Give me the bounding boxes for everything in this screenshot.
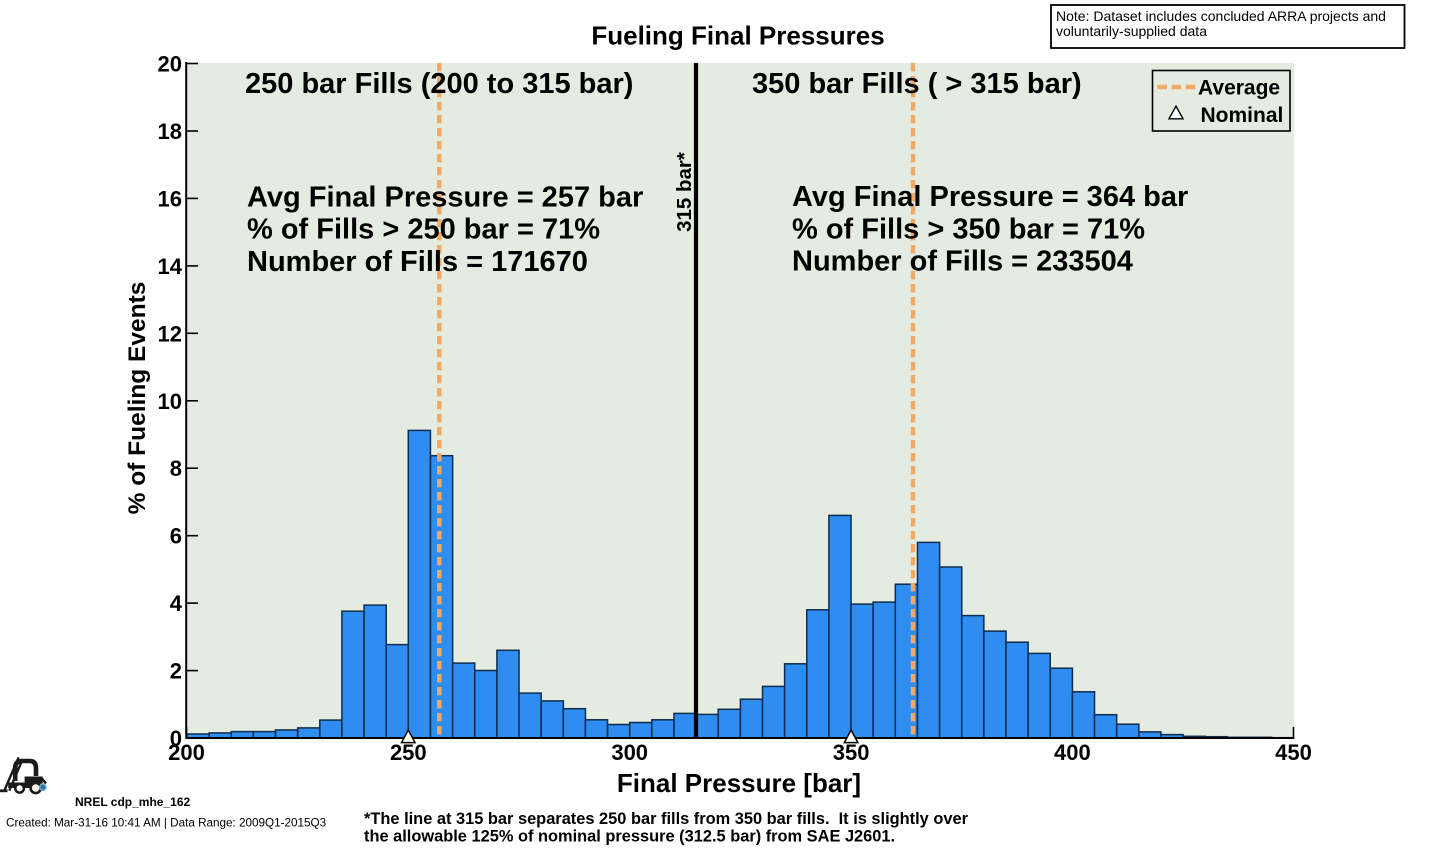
svg-text:450: 450 xyxy=(1275,740,1312,765)
svg-text:Avg Final Pressure = 364 bar: Avg Final Pressure = 364 bar xyxy=(792,181,1188,213)
svg-text:Number of Fills = 233504: Number of Fills = 233504 xyxy=(792,246,1133,278)
svg-text:200: 200 xyxy=(168,740,205,765)
svg-text:300: 300 xyxy=(611,740,648,765)
svg-text:Note: Dataset includes conclud: Note: Dataset includes concluded ARRA pr… xyxy=(1056,8,1386,24)
svg-text:12: 12 xyxy=(158,321,182,346)
svg-text:4: 4 xyxy=(170,591,183,616)
svg-text:Fueling Final Pressures: Fueling Final Pressures xyxy=(591,21,884,51)
svg-text:Number of Fills = 171670: Number of Fills = 171670 xyxy=(247,246,588,278)
svg-text:14: 14 xyxy=(158,254,183,279)
svg-text:250: 250 xyxy=(390,740,427,765)
svg-text:20: 20 xyxy=(158,52,182,77)
svg-text:Average: Average xyxy=(1198,77,1280,100)
svg-text:16: 16 xyxy=(158,186,182,211)
svg-text:% of Fueling Events: % of Fueling Events xyxy=(124,282,151,515)
svg-text:% of Fills > 350 bar = 71%: % of Fills > 350 bar = 71% xyxy=(792,213,1145,245)
svg-text:Avg Final Pressure = 257 bar: Avg Final Pressure = 257 bar xyxy=(247,181,643,213)
svg-text:Created: Mar-31-16 10:41 AM |: Created: Mar-31-16 10:41 AM | Data Range… xyxy=(6,817,326,830)
svg-text:350 bar Fills ( > 315 bar): 350 bar Fills ( > 315 bar) xyxy=(752,68,1082,100)
svg-text:voluntarily-supplied data: voluntarily-supplied data xyxy=(1056,23,1207,39)
svg-text:Nominal: Nominal xyxy=(1201,104,1284,127)
svg-text:8: 8 xyxy=(170,456,182,481)
svg-text:2: 2 xyxy=(170,659,182,684)
svg-text:10: 10 xyxy=(158,389,182,414)
svg-text:18: 18 xyxy=(158,119,182,144)
svg-text:% of Fills > 250 bar = 71%: % of Fills > 250 bar = 71% xyxy=(247,214,600,246)
svg-text:250 bar Fills (200 to 315 bar): 250 bar Fills (200 to 315 bar) xyxy=(245,68,633,100)
svg-text:Final Pressure [bar]: Final Pressure [bar] xyxy=(617,768,861,798)
svg-text:*The line at 315 bar separates: *The line at 315 bar separates 250 bar f… xyxy=(364,810,969,828)
svg-text:315 bar*: 315 bar* xyxy=(673,152,696,232)
svg-text:350: 350 xyxy=(833,740,870,765)
svg-text:400: 400 xyxy=(1054,740,1091,765)
svg-text:the allowable 125% of nominal: the allowable 125% of nominal pressure (… xyxy=(364,827,895,845)
svg-text:NREL cdp_mhe_162: NREL cdp_mhe_162 xyxy=(75,795,190,809)
svg-text:6: 6 xyxy=(170,524,182,549)
